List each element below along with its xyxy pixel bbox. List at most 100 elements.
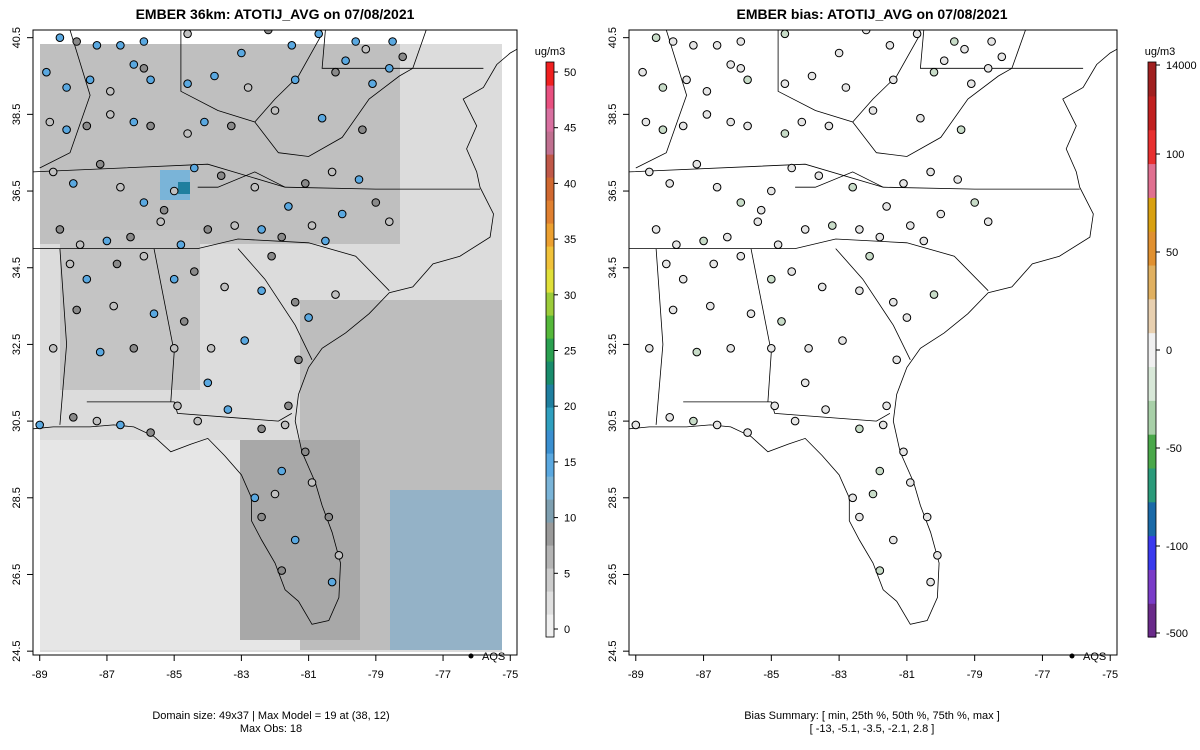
colorbar-tick-label: 14000 [1166, 60, 1197, 72]
left-field-hotspot-core [178, 182, 190, 194]
coastline-path [33, 48, 517, 625]
left-model-field [33, 30, 517, 655]
colorbar-segment [546, 361, 554, 385]
station-marker [919, 236, 929, 246]
colorbar-tick-label: 20 [564, 401, 576, 413]
station-marker [250, 182, 260, 192]
colorbar-segment [546, 200, 554, 224]
station-marker [173, 401, 182, 411]
x-tick-label: -77 [1034, 669, 1050, 681]
station-marker [712, 420, 722, 430]
station-marker [351, 37, 361, 46]
colorbar-segment [1148, 129, 1156, 165]
station-marker [257, 225, 266, 234]
y-tick-label: 38.5 [607, 104, 619, 125]
station-marker [95, 347, 105, 357]
station-marker [658, 83, 668, 92]
station-marker [790, 416, 800, 426]
station-marker [55, 225, 65, 234]
station-marker [257, 286, 266, 296]
station-marker [257, 512, 266, 522]
station-marker [689, 41, 698, 50]
station-marker [665, 413, 675, 422]
station-marker [116, 182, 125, 192]
station-marker [956, 125, 966, 134]
coastline-path [629, 48, 1117, 625]
station-marker [953, 175, 963, 184]
x-tick-label: -81 [301, 669, 317, 681]
station-marker [723, 232, 732, 242]
station-marker [206, 344, 216, 353]
station-marker [270, 106, 280, 115]
left-panel: EMBER 36km: ATOTIJ_AVG on 07/08/2021 -89… [11, 6, 576, 735]
station-marker [230, 221, 239, 230]
station-marker [882, 202, 891, 211]
station-marker [55, 33, 65, 43]
station-marker [129, 344, 139, 353]
station-marker [651, 33, 661, 43]
station-marker [159, 205, 169, 215]
x-tick-label: -89 [32, 669, 48, 681]
station-marker [190, 163, 199, 173]
station-marker [899, 447, 908, 457]
station-marker [169, 186, 179, 196]
station-marker [848, 182, 858, 192]
colorbar-tick-label: 5 [564, 568, 570, 580]
x-tick-label: -89 [628, 669, 644, 681]
station-marker [678, 121, 688, 131]
station-marker [106, 110, 115, 119]
colorbar-segment [546, 568, 554, 592]
station-marker [106, 87, 115, 96]
y-tick-label: 26.5 [11, 564, 23, 585]
colorbar-segment [546, 476, 554, 500]
x-tick-label: -75 [1102, 669, 1118, 681]
y-tick-label: 32.5 [11, 334, 23, 355]
colorbar-tick-label: 25 [564, 346, 576, 358]
station-marker [257, 424, 266, 434]
x-tick-label: -87 [696, 669, 712, 681]
x-tick-label: -79 [368, 669, 384, 681]
x-tick-label: -83 [831, 669, 847, 681]
station-marker [287, 41, 297, 50]
colorbar-segment [546, 338, 554, 362]
station-marker [967, 79, 976, 88]
station-marker [284, 202, 293, 211]
state-boundary-path [635, 30, 688, 169]
station-marker [72, 37, 81, 46]
station-marker [301, 447, 310, 457]
colorbar-tick-label: 0 [1166, 345, 1172, 357]
station-marker [929, 290, 939, 299]
station-marker [736, 37, 746, 46]
station-marker [645, 344, 654, 353]
state-boundary-path [795, 171, 884, 188]
y-tick-label: 24.5 [607, 640, 619, 661]
station-marker [709, 259, 719, 269]
station-marker [868, 106, 878, 115]
colorbar-segment [546, 430, 554, 454]
station-marker [290, 75, 300, 85]
colorbar-tick-label: 10 [564, 513, 576, 525]
station-marker [662, 259, 671, 269]
station-marker [169, 344, 179, 353]
station-marker [692, 159, 702, 169]
colorbar-segment [1148, 264, 1156, 300]
x-tick-label: -77 [435, 669, 451, 681]
station-marker [668, 37, 678, 46]
station-marker [385, 64, 394, 73]
station-marker [767, 274, 776, 284]
station-marker [780, 129, 790, 138]
colorbar-tick-label: -500 [1166, 628, 1188, 640]
station-marker [321, 236, 330, 246]
station-marker [324, 512, 334, 522]
station-marker [712, 41, 722, 50]
station-marker [875, 566, 885, 575]
station-marker [82, 274, 92, 284]
station-marker [702, 87, 712, 96]
station-marker [48, 344, 58, 353]
station-marker [398, 52, 408, 62]
station-marker [773, 240, 783, 249]
colorbar-segment [546, 591, 554, 615]
station-marker [800, 225, 810, 234]
station-marker [331, 290, 340, 299]
station-marker [699, 236, 708, 246]
